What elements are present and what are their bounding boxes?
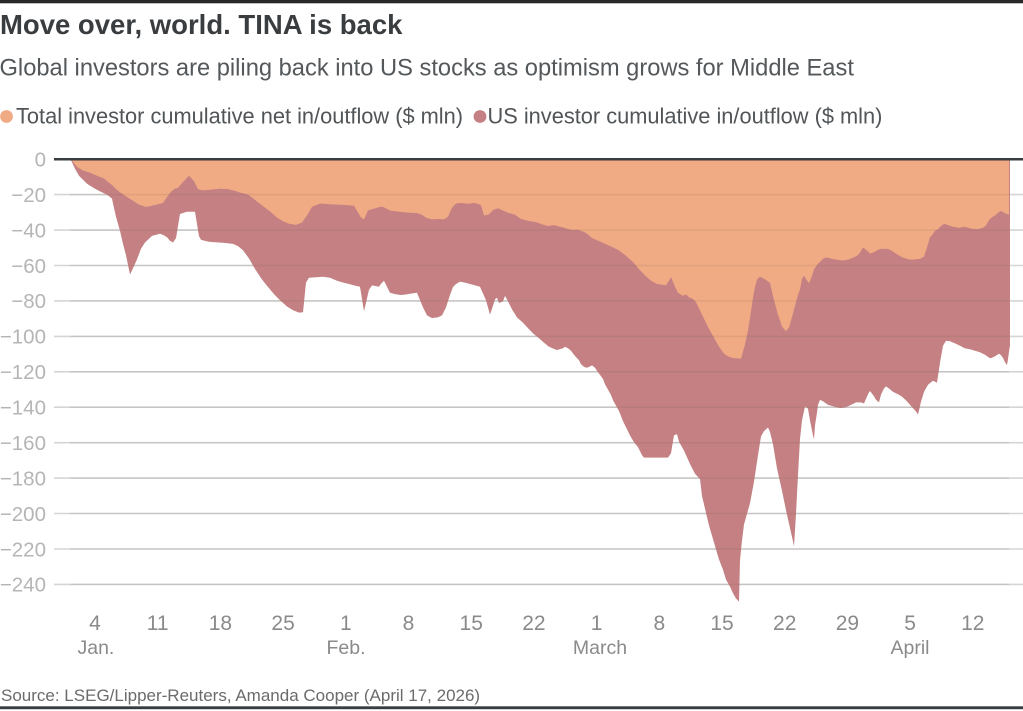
- svg-text:−220: −220: [0, 538, 46, 561]
- svg-text:11: 11: [147, 612, 169, 635]
- svg-text:Feb.: Feb.: [326, 637, 365, 659]
- svg-text:April: April: [890, 637, 929, 659]
- svg-text:−80: −80: [11, 290, 46, 313]
- svg-text:5: 5: [904, 612, 916, 635]
- svg-text:−100: −100: [0, 326, 46, 349]
- svg-text:12: 12: [961, 612, 984, 635]
- svg-text:−140: −140: [0, 397, 46, 420]
- svg-text:4: 4: [89, 612, 101, 635]
- svg-text:US investor cumulative in/outf: US investor cumulative in/outflow ($ mln…: [488, 104, 883, 129]
- svg-text:8: 8: [653, 612, 665, 635]
- svg-text:−60: −60: [11, 255, 46, 278]
- svg-text:−20: −20: [11, 184, 46, 207]
- svg-text:1: 1: [591, 612, 603, 635]
- svg-text:−200: −200: [0, 503, 46, 526]
- svg-text:Source: LSEG/Lipper-Reuters, A: Source: LSEG/Lipper-Reuters, Amanda Coop…: [1, 686, 480, 705]
- svg-text:15: 15: [710, 612, 733, 635]
- svg-text:−40: −40: [11, 219, 46, 242]
- svg-text:15: 15: [460, 612, 483, 635]
- svg-text:Move over, world. TINA is back: Move over, world. TINA is back: [0, 9, 403, 40]
- svg-text:March: March: [573, 637, 627, 659]
- svg-text:18: 18: [209, 612, 232, 635]
- svg-text:1: 1: [340, 612, 352, 635]
- svg-text:−120: −120: [0, 361, 46, 384]
- svg-text:−180: −180: [0, 467, 46, 490]
- svg-text:−240: −240: [0, 574, 46, 597]
- svg-text:Total investor cumulative net: Total investor cumulative net in/outflow…: [16, 104, 463, 129]
- svg-text:25: 25: [271, 612, 294, 635]
- svg-text:Jan.: Jan.: [77, 637, 114, 659]
- svg-text:8: 8: [403, 612, 415, 635]
- svg-text:0: 0: [35, 149, 46, 172]
- svg-text:Global investors are piling ba: Global investors are piling back into US…: [0, 56, 854, 82]
- svg-text:22: 22: [522, 612, 545, 635]
- svg-text:22: 22: [773, 612, 796, 635]
- svg-text:−160: −160: [0, 432, 46, 455]
- svg-text:29: 29: [836, 612, 859, 635]
